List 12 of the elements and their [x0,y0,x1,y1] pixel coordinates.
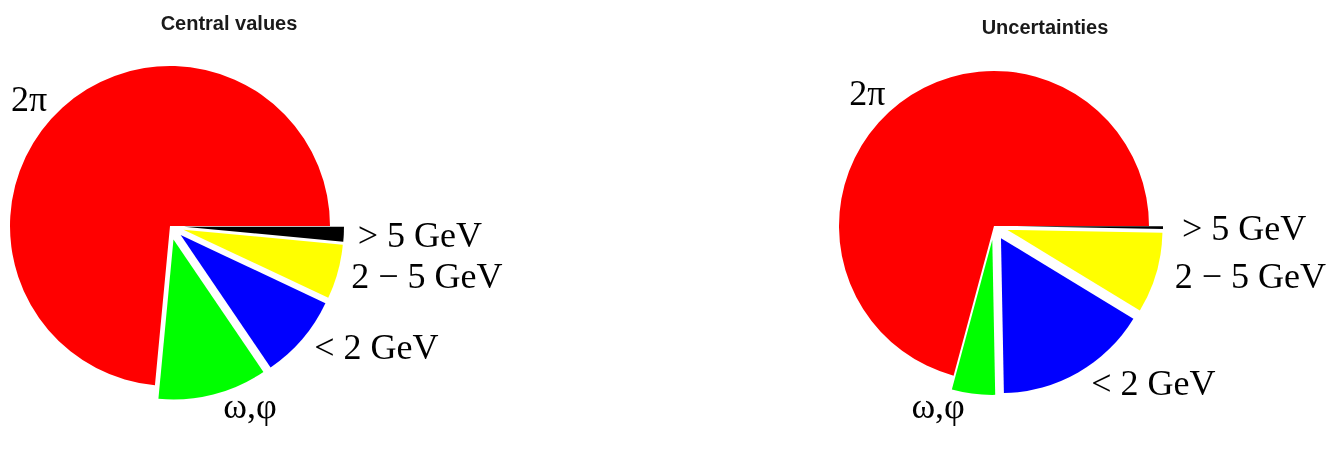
slice-label: 2 − 5 GeV [351,255,503,296]
slice-label: > 5 GeV [1181,207,1307,248]
slice-label: 2π [11,78,48,119]
slice-label: 2π [849,73,886,114]
slice-label: 2 − 5 GeV [1174,256,1327,297]
chart-title: Central values [160,12,298,34]
chart-title: Uncertainties [981,16,1109,38]
slice-label: < 2 GeV [314,326,439,367]
slice-label: > 5 GeV [357,214,483,255]
slice-label: ω,φ [911,385,965,426]
slice-label: ω,φ [223,386,277,427]
slice-label: < 2 GeV [1091,362,1216,403]
